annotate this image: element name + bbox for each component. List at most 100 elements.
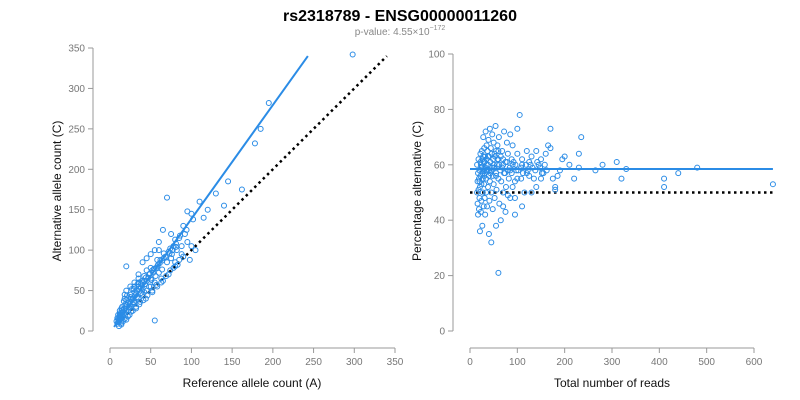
data-point xyxy=(530,175,537,182)
data-point xyxy=(694,164,701,171)
data-point xyxy=(138,277,145,284)
data-point xyxy=(153,281,160,288)
subtitle-exponent: −172 xyxy=(430,25,446,32)
y-axis-ticks: 0 50 100 150 200 250 300 350 xyxy=(68,44,94,338)
data-point xyxy=(480,134,487,141)
data-point xyxy=(494,156,501,163)
data-point xyxy=(159,266,166,273)
data-point xyxy=(135,271,142,278)
data-point xyxy=(150,265,157,272)
data-point xyxy=(486,125,493,132)
data-point xyxy=(528,189,535,196)
data-point xyxy=(484,203,491,210)
data-point xyxy=(151,247,158,254)
data-point xyxy=(130,285,137,292)
data-point xyxy=(476,178,483,185)
data-point xyxy=(490,139,497,146)
data-point xyxy=(265,99,272,106)
data-point xyxy=(133,290,140,297)
data-point xyxy=(599,161,606,168)
data-point xyxy=(542,150,549,157)
data-point xyxy=(159,257,166,264)
data-point xyxy=(485,136,492,143)
data-point xyxy=(475,206,482,213)
data-point xyxy=(488,239,495,246)
data-point xyxy=(118,321,125,328)
data-point xyxy=(482,211,489,218)
y-tick-label: 200 xyxy=(68,165,85,176)
data-point xyxy=(497,217,504,224)
data-point xyxy=(661,183,668,190)
data-point xyxy=(475,170,482,177)
data-point xyxy=(257,125,264,132)
data-point xyxy=(158,279,165,286)
x-tick-label: 0 xyxy=(107,357,113,368)
data-point xyxy=(139,259,146,266)
data-point xyxy=(490,181,497,188)
data-point xyxy=(164,194,170,201)
data-point xyxy=(538,170,545,177)
data-point xyxy=(481,181,488,188)
data-point xyxy=(151,317,158,324)
data-point xyxy=(493,222,500,229)
y-axis-ticks: 0 20 40 60 80 100 xyxy=(428,50,454,338)
data-point xyxy=(496,200,503,207)
data-point xyxy=(149,287,156,294)
data-point xyxy=(481,159,488,166)
data-point xyxy=(559,156,566,163)
data-point xyxy=(141,273,148,280)
data-point xyxy=(500,189,507,196)
data-point xyxy=(487,170,494,177)
data-point xyxy=(137,285,144,292)
data-point xyxy=(480,203,487,210)
data-point xyxy=(513,167,520,174)
data-point xyxy=(477,161,484,168)
data-point xyxy=(479,189,486,196)
data-point xyxy=(613,159,620,166)
data-point xyxy=(184,239,191,246)
data-point xyxy=(478,164,485,171)
data-point xyxy=(495,147,502,154)
data-point xyxy=(116,314,123,321)
data-point xyxy=(524,167,531,174)
data-point xyxy=(200,214,207,221)
data-point xyxy=(172,243,179,250)
data-point xyxy=(661,175,668,182)
data-point xyxy=(482,128,489,135)
y-tick-label: 40 xyxy=(434,216,446,227)
data-point xyxy=(534,159,541,166)
data-point xyxy=(578,134,585,141)
data-point xyxy=(509,142,516,149)
data-point xyxy=(121,295,128,302)
x-tick-label: 50 xyxy=(145,357,157,368)
data-point xyxy=(507,195,514,202)
data-point xyxy=(491,195,498,202)
data-point xyxy=(533,147,540,154)
y-tick-label: 50 xyxy=(74,286,86,297)
data-point xyxy=(504,150,511,157)
data-point xyxy=(506,164,513,171)
data-point xyxy=(159,226,166,233)
data-point xyxy=(123,287,130,294)
data-point xyxy=(485,231,492,238)
data-point xyxy=(155,247,162,254)
y-axis-title: Percentage alternative (C) xyxy=(410,121,424,261)
data-point xyxy=(493,186,500,193)
y-tick-label: 300 xyxy=(68,84,85,95)
data-point xyxy=(144,292,151,299)
data-point xyxy=(146,270,153,277)
data-point xyxy=(491,150,498,157)
data-point xyxy=(520,170,527,177)
data-point xyxy=(486,197,493,204)
data-point xyxy=(134,281,141,288)
x-tick-label: 100 xyxy=(509,357,526,368)
data-point xyxy=(475,211,482,218)
data-point xyxy=(495,269,502,276)
data-point xyxy=(493,172,500,179)
data-point xyxy=(494,142,501,149)
data-point xyxy=(543,167,550,174)
data-point xyxy=(143,255,150,262)
data-point xyxy=(502,208,509,215)
y-tick-label: 0 xyxy=(439,327,445,338)
